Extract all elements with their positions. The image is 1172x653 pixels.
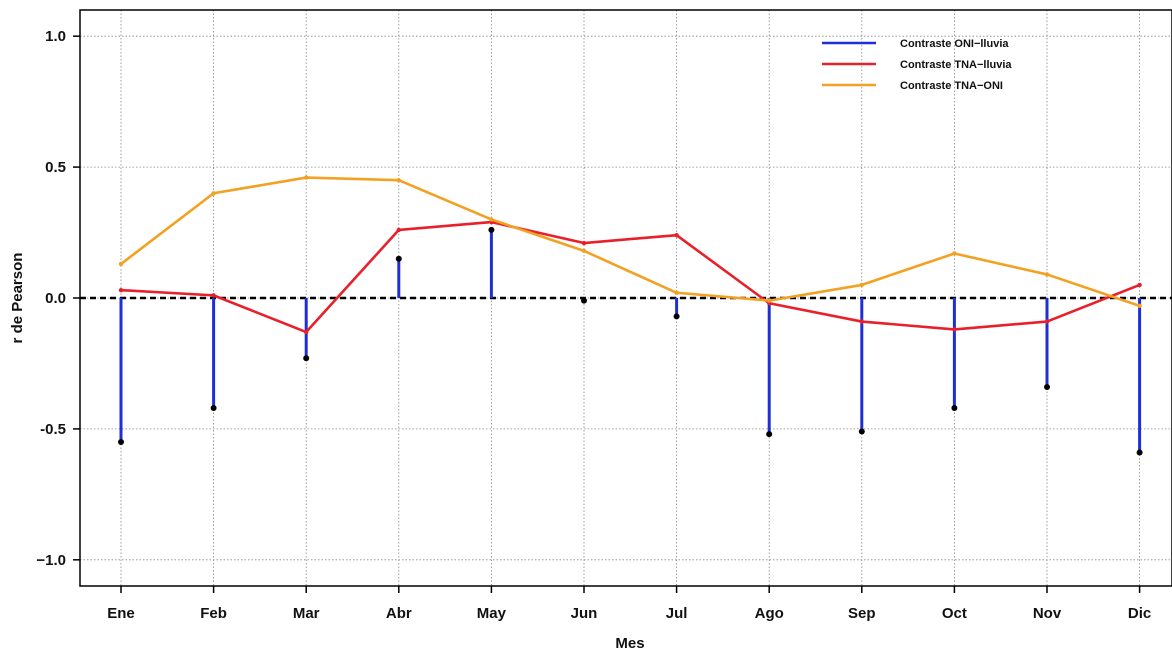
series-line-2	[120, 176, 1141, 308]
x-tick-label: Jun	[571, 605, 598, 622]
series-point	[118, 261, 124, 267]
x-axis-title: Mes	[615, 635, 644, 652]
series-point	[1044, 272, 1050, 277]
y-tick-label: 0.5	[45, 159, 66, 176]
legend-label: Contraste TNA−lluvia	[900, 59, 1012, 71]
stem-point	[1044, 384, 1050, 391]
series-point	[952, 327, 957, 332]
stem-point	[581, 297, 587, 304]
x-axis-ticks: Ene Feb Mar Abr May Jun Jul Ago Sep Oct Nov Dic	[107, 586, 1151, 622]
x-tick-label: Sep	[848, 605, 876, 622]
series-point	[304, 175, 309, 180]
series-point	[581, 248, 587, 254]
legend-label: Contraste ONI−lluvia	[900, 38, 1009, 50]
y-tick-label: -0.5	[40, 421, 66, 438]
series-point	[1137, 282, 1142, 288]
series-line-1	[120, 220, 1141, 334]
series-point	[581, 240, 587, 246]
x-tick-label: Dic	[1128, 605, 1151, 622]
series-point	[767, 298, 772, 303]
y-tick-label: −1.0	[36, 552, 66, 569]
x-tick-label: Mar	[293, 605, 320, 622]
stem-point	[1136, 449, 1143, 456]
series-point	[211, 191, 216, 196]
series-point	[674, 232, 679, 238]
series-point	[489, 217, 494, 222]
series-point	[304, 329, 309, 335]
x-tick-label: May	[477, 605, 507, 622]
x-tick-label: Nov	[1033, 605, 1062, 622]
line-series	[118, 175, 1142, 335]
x-tick-label: Ene	[107, 605, 135, 622]
x-tick-label: Feb	[200, 605, 227, 622]
series-point	[118, 287, 124, 293]
x-tick-label: Abr	[386, 605, 412, 622]
legend: Contraste ONI−lluvia Contraste TNA−lluvia…	[822, 38, 1012, 92]
series-point	[396, 177, 401, 183]
stem-point	[673, 313, 680, 320]
stem-point	[210, 404, 217, 411]
series-point	[859, 319, 864, 324]
stem-series	[118, 226, 1143, 456]
y-tick-label: 1.0	[45, 28, 66, 45]
x-tick-label: Ago	[755, 605, 784, 622]
y-tick-label: 0.0	[45, 290, 66, 307]
series-point	[1137, 303, 1142, 309]
y-axis-title: r de Pearson	[9, 253, 26, 344]
stem-point	[766, 431, 773, 438]
series-point	[211, 293, 216, 298]
series-point	[1044, 319, 1050, 324]
y-axis-ticks: −1.0 -0.5 0.0 0.5 1.0	[36, 28, 80, 569]
stem-point	[395, 255, 402, 262]
stem-point	[118, 439, 124, 445]
stem-point	[303, 355, 310, 362]
stem-point	[951, 404, 958, 411]
series-point	[674, 290, 679, 295]
series-point	[859, 282, 864, 288]
stem-point	[488, 226, 495, 233]
series-point	[952, 251, 957, 256]
x-tick-label: Oct	[942, 605, 967, 622]
series-point	[396, 227, 401, 233]
legend-label: Contraste TNA−ONI	[900, 80, 1003, 92]
x-tick-label: Jul	[666, 605, 688, 622]
stem-point	[858, 428, 865, 435]
